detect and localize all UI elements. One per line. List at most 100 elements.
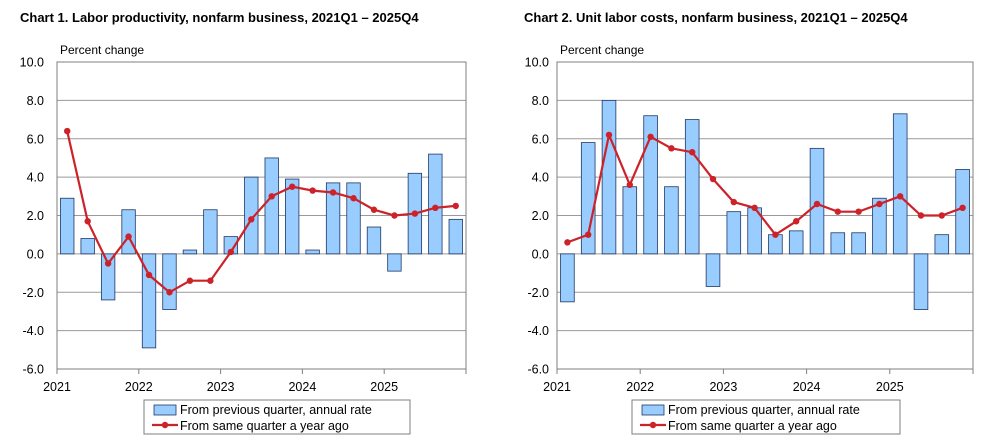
x-year-label: 2025 bbox=[370, 380, 398, 394]
x-year-label: 2023 bbox=[207, 380, 235, 394]
y-tick-label: -6.0 bbox=[22, 363, 44, 377]
bar-2022Q4 bbox=[705, 253, 721, 287]
line-point-2024Q2 bbox=[329, 189, 337, 196]
line-point-2021Q1 bbox=[564, 239, 571, 246]
bar-2022Q3 bbox=[182, 249, 198, 255]
bar-2022Q4 bbox=[203, 209, 218, 255]
line-point-2022Q4 bbox=[207, 277, 214, 284]
legend-line-marker bbox=[649, 421, 657, 429]
line-point-2025Q3 bbox=[938, 212, 945, 219]
line-point-2025Q3 bbox=[432, 204, 439, 212]
y-tick-label: 10.0 bbox=[525, 56, 549, 70]
line-point-2024Q1 bbox=[813, 200, 821, 208]
line-point-2023Q3 bbox=[268, 193, 275, 200]
chart2-y-axis-label: Percent change bbox=[560, 43, 644, 57]
y-tick-label: -4.0 bbox=[527, 324, 549, 338]
y-tick-label: 4.0 bbox=[27, 171, 44, 185]
line-series bbox=[66, 130, 456, 294]
legend-bar-label: From previous quarter, annual rate bbox=[668, 403, 860, 417]
line-point-2024Q3 bbox=[350, 195, 357, 202]
line-point-2021Q3 bbox=[605, 131, 613, 139]
line-point-2022Q1 bbox=[647, 133, 654, 141]
y-tick-label: 8.0 bbox=[27, 94, 44, 108]
line-point-2022Q1 bbox=[145, 271, 153, 279]
line-point-2023Q2 bbox=[751, 204, 758, 212]
bar-2022Q2 bbox=[162, 253, 177, 310]
bar-2023Q1 bbox=[726, 211, 742, 255]
y-tick-label: -2.0 bbox=[527, 286, 549, 300]
line-point-2024Q1 bbox=[309, 187, 316, 194]
line-point-2024Q4 bbox=[370, 206, 378, 213]
y-tick-label: 10.0 bbox=[20, 56, 44, 70]
bar-2024Q3 bbox=[851, 232, 866, 255]
x-year-label: 2022 bbox=[626, 380, 654, 394]
line-point-2022Q4 bbox=[709, 175, 717, 183]
line-point-2021Q2 bbox=[84, 218, 91, 225]
legend-box bbox=[143, 399, 411, 435]
line-point-2021Q4 bbox=[125, 233, 132, 240]
legend-box bbox=[631, 399, 901, 435]
line-series bbox=[567, 131, 963, 244]
line-point-2022Q2 bbox=[166, 289, 173, 296]
y-tick-label: -4.0 bbox=[22, 324, 44, 338]
bar-2024Q4 bbox=[872, 197, 887, 255]
line-point-2025Q4 bbox=[452, 202, 459, 210]
legend-bar-swatch bbox=[641, 404, 665, 416]
line-point-2021Q3 bbox=[104, 260, 112, 267]
bar-2025Q4 bbox=[955, 169, 970, 255]
bar-2025Q1 bbox=[387, 253, 402, 272]
bar-2021Q2 bbox=[80, 238, 95, 255]
x-year-label: 2023 bbox=[709, 380, 737, 394]
bar-2024Q4 bbox=[366, 226, 382, 255]
bar-2021Q4 bbox=[622, 186, 638, 255]
line-point-2025Q1 bbox=[391, 212, 398, 219]
x-year-label: 2025 bbox=[876, 380, 904, 394]
bar-2021Q1 bbox=[60, 197, 75, 255]
bar-2021Q3 bbox=[100, 253, 116, 301]
legend-line-label: From same quarter a year ago bbox=[180, 419, 349, 433]
line-point-2021Q2 bbox=[585, 231, 592, 238]
x-year-label: 2021 bbox=[43, 380, 71, 394]
x-year-label: 2024 bbox=[793, 380, 821, 394]
y-tick-label: 6.0 bbox=[27, 132, 44, 146]
bar-2022Q2 bbox=[664, 186, 679, 255]
line-point-2025Q2 bbox=[917, 212, 925, 219]
bar-2024Q1 bbox=[305, 249, 320, 255]
bar-2021Q3 bbox=[601, 99, 617, 255]
bar-2024Q3 bbox=[346, 182, 361, 255]
x-year-label: 2021 bbox=[543, 380, 571, 394]
bar-2025Q1 bbox=[892, 113, 908, 255]
bar-2025Q3 bbox=[428, 153, 443, 255]
bar-2022Q3 bbox=[684, 119, 700, 255]
y-tick-label: 0.0 bbox=[532, 247, 549, 261]
plot-frame bbox=[56, 61, 467, 370]
x-year-label: 2022 bbox=[125, 380, 153, 394]
line-point-2021Q1 bbox=[64, 127, 71, 135]
y-tick-label: 2.0 bbox=[532, 209, 549, 223]
bar-2023Q4 bbox=[285, 178, 300, 255]
y-tick-label: 6.0 bbox=[532, 132, 549, 146]
line-point-2023Q4 bbox=[288, 183, 296, 190]
line-point-2025Q2 bbox=[411, 210, 419, 217]
line-point-2023Q2 bbox=[248, 216, 255, 223]
line-point-2022Q3 bbox=[186, 277, 194, 284]
legend-bar-label: From previous quarter, annual rate bbox=[180, 403, 372, 417]
y-tick-label: -6.0 bbox=[527, 363, 549, 377]
bar-2025Q3 bbox=[934, 234, 950, 255]
line-point-2023Q4 bbox=[793, 218, 800, 225]
y-tick-label: 8.0 bbox=[532, 94, 549, 108]
legend-line-label: From same quarter a year ago bbox=[668, 419, 837, 433]
line-point-2024Q3 bbox=[855, 208, 862, 215]
bar-2024Q2 bbox=[325, 182, 341, 255]
y-tick-label: -2.0 bbox=[22, 286, 44, 300]
chart1: Percent change 10.0 8.0 6.0 4.0 2.0 0.0 -2.0 -4.… bbox=[20, 43, 467, 435]
line-point-2025Q4 bbox=[959, 204, 966, 212]
y-tick-label: 2.0 bbox=[27, 209, 44, 223]
bar-2024Q2 bbox=[830, 232, 846, 255]
chart1-title: Chart 1. Labor productivity, nonfarm bus… bbox=[20, 10, 419, 25]
line-point-2023Q3 bbox=[772, 231, 779, 238]
bar-2022Q1 bbox=[643, 115, 658, 255]
plot-frame bbox=[556, 61, 974, 370]
line-point-2024Q4 bbox=[876, 200, 883, 208]
chart1-y-axis-label: Percent change bbox=[60, 43, 144, 57]
